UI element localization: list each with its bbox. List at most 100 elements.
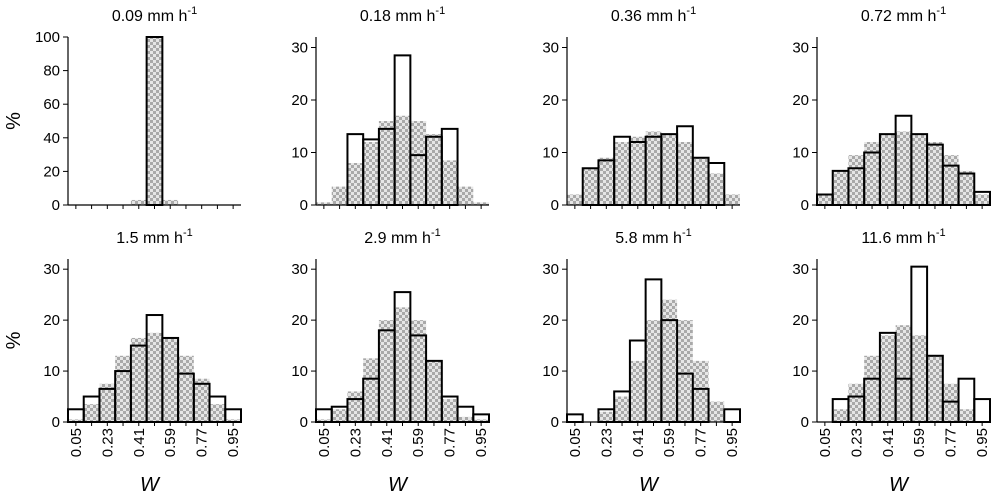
hatched-bar [927, 142, 943, 205]
hatched-bar [864, 142, 880, 205]
y-tick-label: 0 [551, 197, 559, 214]
x-tick-label: 0.77 [943, 428, 960, 457]
hatched-bar [927, 355, 943, 422]
hatched-bar [958, 170, 975, 205]
panel-title: 0.09 mm h-1 [112, 5, 197, 25]
panel-title: 11.6 mm h-1 [861, 227, 945, 247]
y-tick-label: 0 [551, 414, 559, 431]
y-tick-label: 20 [792, 312, 809, 329]
x-tick-label: 0.41 [630, 428, 647, 457]
y-tick-label: 20 [43, 312, 60, 329]
hatched-bar [363, 358, 379, 422]
x-tick-label: 0.95 [225, 428, 242, 457]
x-axis-label: W [889, 474, 910, 496]
hatched-bar [629, 360, 646, 422]
hatched-bar [99, 383, 116, 422]
outline-bar [723, 408, 741, 423]
y-tick-label: 100 [35, 29, 60, 46]
hatched-bar [692, 360, 709, 422]
y-tick-label: 10 [792, 363, 809, 380]
y-tick-label: 0 [300, 414, 308, 431]
hatched-bar [347, 163, 364, 205]
hatched-bar [895, 325, 912, 422]
y-tick-label: 10 [542, 145, 559, 162]
y-tick-label: 30 [43, 261, 60, 278]
y-tick-label: 0 [52, 197, 60, 214]
hatched-bar [162, 337, 179, 422]
y-tick-label: 30 [291, 261, 308, 278]
hatched-bar [708, 173, 725, 205]
hatched-bar [130, 337, 147, 422]
x-tick-label: 0.77 [693, 428, 710, 457]
x-tick-label: 0.95 [974, 428, 991, 457]
x-tick-label: 0.59 [661, 428, 678, 457]
panel-title: 0.18 mm h-1 [360, 5, 445, 25]
hatched-bar [209, 404, 226, 422]
x-tick-label: 0.59 [911, 428, 928, 457]
x-tick-label: 0.77 [194, 428, 211, 457]
hatched-bar [817, 194, 833, 205]
panel-4: 0 10 20 30 0.72 mm h-1 [792, 5, 991, 214]
hatched-bar [661, 134, 678, 205]
hatched-bar [378, 121, 395, 205]
hatched-bar [598, 411, 615, 422]
panel-title: 2.9 mm h-1 [364, 227, 440, 247]
hatched-bar [677, 142, 693, 205]
x-tick-label: 0.41 [131, 428, 148, 457]
hatched-bar [178, 355, 194, 422]
x-tick-label: 0.41 [880, 428, 897, 457]
y-tick-label: 0 [801, 414, 809, 431]
y-tick-label: 10 [792, 145, 809, 162]
y-tick-label: 30 [792, 261, 809, 278]
hatched-bar [473, 419, 489, 422]
hatched-bar [410, 121, 427, 205]
y-tick-label: 0 [52, 414, 60, 431]
y-tick-label: 20 [792, 92, 809, 109]
hatched-bar [629, 136, 646, 205]
x-axis-label: W [388, 474, 409, 496]
x-tick-label: 0.05 [567, 428, 584, 457]
hatched-bar [832, 170, 849, 205]
hatched-bar [942, 155, 959, 205]
hatched-bar [864, 355, 880, 422]
hatched-bar [942, 383, 959, 422]
hatched-bar [394, 115, 411, 205]
x-tick-label: 0.23 [99, 428, 116, 457]
panel-7: 0 10 20 30 5.8 mm h-1 0.05 0.23 0.41 0.59 0.77 0.9… [542, 227, 741, 496]
hatched-bar [83, 404, 100, 422]
panel-title: 5.8 mm h-1 [615, 227, 691, 247]
panel-5: 0 10 20 30 1.5 mm h-1% 0.05 0.23 0.41 0.59 0.77 0.… [3, 227, 242, 496]
hatched-bar [193, 378, 210, 422]
y-tick-label: 60 [43, 96, 60, 113]
hatched-bar [115, 355, 131, 422]
y-tick-label: 10 [542, 363, 559, 380]
y-tick-label: 20 [291, 92, 308, 109]
hatched-bar [331, 409, 348, 422]
hatched-bar [426, 360, 442, 422]
hatched-bar [378, 320, 395, 422]
panel-6: 0 10 20 30 2.9 mm h-1 0.05 0.23 0.41 0.59 0.77 0.9… [291, 227, 490, 496]
y-tick-label: 30 [792, 40, 809, 57]
hatched-bar [347, 391, 364, 422]
hatched-bar [394, 307, 411, 422]
x-tick-label: 0.23 [848, 428, 865, 457]
outline-bar [566, 413, 584, 423]
x-tick-label: 0.95 [473, 428, 490, 457]
hatched-bar [473, 202, 489, 205]
y-tick-label: 20 [542, 312, 559, 329]
x-tick-label: 0.59 [410, 428, 427, 457]
hatched-bar [426, 134, 442, 205]
y-tick-label: 10 [291, 363, 308, 380]
y-tick-label: 30 [542, 40, 559, 57]
hatched-bar [68, 419, 84, 422]
y-tick-label: 10 [291, 145, 308, 162]
y-tick-label: 30 [291, 40, 308, 57]
hatched-bar [724, 194, 740, 205]
hatched-bar [911, 335, 928, 422]
panel-title: 0.36 mm h-1 [611, 5, 696, 25]
panel-2: 0 10 20 30 0.18 mm h-1 [291, 5, 489, 214]
hatched-bar [974, 194, 990, 205]
hatched-bar [879, 335, 896, 422]
y-tick-label: 80 [43, 63, 60, 80]
